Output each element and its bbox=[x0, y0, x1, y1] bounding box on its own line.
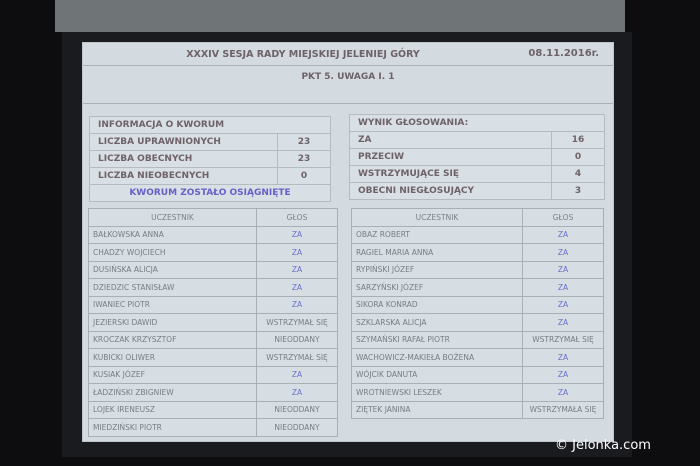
vote-value: ZA bbox=[522, 365, 604, 384]
participant-name: WROTNIEWSKI LESZEK bbox=[351, 383, 523, 402]
vote-value: ZA bbox=[522, 295, 604, 314]
voting-display: XXXIV SESJA RADY MIEJSKIEJ JELENIEJ GÓRY… bbox=[82, 42, 614, 442]
col-vote: GŁOS bbox=[256, 208, 338, 227]
table-row: OBAZ ROBERT ZA bbox=[351, 225, 604, 244]
participant-name: MIEDZIŃSKI PIOTR bbox=[88, 418, 257, 437]
table-row: IWANIEC PIOTR ZA bbox=[88, 295, 338, 314]
quorum-row: LICZBA NIEOBECNYCH 0 bbox=[90, 168, 330, 185]
vote-value: ZA bbox=[256, 243, 338, 262]
vote-value: NIEODDANY bbox=[256, 418, 338, 437]
table-row: SZKLARSKA ALICJA ZA bbox=[351, 313, 604, 332]
result-row: PRZECIW 0 bbox=[350, 149, 604, 166]
participant-name: SZYMAŃSKI RAFAŁ PIOTR bbox=[351, 330, 523, 349]
table-row: KUBICKI OLIWER WSTRZYMAŁ SIĘ bbox=[88, 348, 338, 367]
vote-value: ZA bbox=[256, 383, 338, 402]
vote-value: ZA bbox=[256, 365, 338, 384]
vote-value: WSTRZYMAŁA SIĘ bbox=[522, 400, 604, 419]
quorum-box: INFORMACJA O KWORUM LICZBA UPRAWNIONYCH 2… bbox=[89, 116, 331, 202]
participant-name: WÓJCIK DANUTA bbox=[351, 365, 523, 384]
quorum-row: LICZBA UPRAWNIONYCH 23 bbox=[90, 134, 330, 151]
votes-table-right: UCZESTNIK GŁOS OBAZ ROBERT ZA RAGIEL MARIA … bbox=[351, 208, 604, 419]
participant-name: SARZYŃSKI JÓZEF bbox=[351, 278, 523, 297]
participant-name: ZIĘTEK JANINA bbox=[351, 400, 523, 419]
top-band bbox=[55, 0, 625, 32]
participant-name: SZKLARSKA ALICJA bbox=[351, 313, 523, 332]
participant-name: JEZIERSKI DAWID bbox=[88, 313, 257, 332]
quorum-title: INFORMACJA O KWORUM bbox=[90, 117, 330, 134]
participant-name: CHADZY WOJCIECH bbox=[88, 243, 257, 262]
agenda-item: PKT 5. UWAGA I. 1 bbox=[83, 66, 613, 104]
participant-name: LOJEK IRENEUSZ bbox=[88, 400, 257, 419]
participant-name: SIKORA KONRAD bbox=[351, 295, 523, 314]
session-date: 08.11.2016r. bbox=[528, 48, 599, 59]
table-row: WÓJCIK DANUTA ZA bbox=[351, 365, 604, 384]
table-row: JEZIERSKI DAWID WSTRZYMAŁ SIĘ bbox=[88, 313, 338, 332]
vote-value: ZA bbox=[522, 383, 604, 402]
vote-value: WSTRZYMAŁ SIĘ bbox=[256, 348, 338, 367]
table-row: DZIEDZIC STANISŁAW ZA bbox=[88, 278, 338, 297]
quorum-status: KWORUM ZOSTAŁO OSIĄGNIĘTE bbox=[129, 188, 291, 198]
table-row: SZYMAŃSKI RAFAŁ PIOTR WSTRZYMAŁ SIĘ bbox=[351, 330, 604, 349]
result-title: WYNIK GŁOSOWANIA: bbox=[350, 115, 604, 132]
col-vote: GŁOS bbox=[522, 208, 604, 227]
vote-value: WSTRZYMAŁ SIĘ bbox=[522, 330, 604, 349]
vote-value: ZA bbox=[522, 260, 604, 279]
vote-value: ZA bbox=[256, 260, 338, 279]
vote-value: ZA bbox=[522, 278, 604, 297]
table-row: MIEDZIŃSKI PIOTR NIEODDANY bbox=[88, 418, 338, 437]
vote-value: NIEODDANY bbox=[256, 330, 338, 349]
participant-name: KUBICKI OLIWER bbox=[88, 348, 257, 367]
table-row: CHADZY WOJCIECH ZA bbox=[88, 243, 338, 262]
participant-name: ŁADZIŃSKI ZBIGNIEW bbox=[88, 383, 257, 402]
vote-value: ZA bbox=[522, 313, 604, 332]
table-row: BAŁKOWSKA ANNA ZA bbox=[88, 225, 338, 244]
votes-table-left: UCZESTNIK GŁOS BAŁKOWSKA ANNA ZA CHADZY WOJ… bbox=[88, 208, 338, 437]
table-row: KROCZAK KRZYSZTOF NIEODDANY bbox=[88, 330, 338, 349]
participant-name: KUSIAK JÓZEF bbox=[88, 365, 257, 384]
col-participant: UCZESTNIK bbox=[88, 208, 257, 227]
result-row: OBECNI NIEGŁOSUJĄCY 3 bbox=[350, 183, 604, 199]
table-row: LOJEK IRENEUSZ NIEODDANY bbox=[88, 400, 338, 419]
result-row: WSTRZYMUJĄCE SIĘ 4 bbox=[350, 166, 604, 183]
participant-name: IWANIEC PIOTR bbox=[88, 295, 257, 314]
participant-name: DUSIŃSKA ALICJA bbox=[88, 260, 257, 279]
vote-value: ZA bbox=[256, 278, 338, 297]
result-box: WYNIK GŁOSOWANIA: ZA 16 PRZECIW 0 WSTRZYMU… bbox=[349, 114, 605, 200]
vote-value: ZA bbox=[522, 348, 604, 367]
table-row: WACHOWICZ-MAKIEŁA BOŻENA ZA bbox=[351, 348, 604, 367]
participant-name: KROCZAK KRZYSZTOF bbox=[88, 330, 257, 349]
watermark: © Jelonka.com bbox=[555, 438, 651, 453]
participant-name: OBAZ ROBERT bbox=[351, 225, 523, 244]
table-row: WROTNIEWSKI LESZEK ZA bbox=[351, 383, 604, 402]
vote-value: ZA bbox=[256, 225, 338, 244]
participant-name: BAŁKOWSKA ANNA bbox=[88, 225, 257, 244]
participant-name: RAGIEL MARIA ANNA bbox=[351, 243, 523, 262]
table-row: SIKORA KONRAD ZA bbox=[351, 295, 604, 314]
participant-name: RYPIŃSKI JÓZEF bbox=[351, 260, 523, 279]
participant-name: WACHOWICZ-MAKIEŁA BOŻENA bbox=[351, 348, 523, 367]
table-row: KUSIAK JÓZEF ZA bbox=[88, 365, 338, 384]
header: XXXIV SESJA RADY MIEJSKIEJ JELENIEJ GÓRY… bbox=[83, 43, 613, 66]
table-row: RYPIŃSKI JÓZEF ZA bbox=[351, 260, 604, 279]
table-row: ZIĘTEK JANINA WSTRZYMAŁA SIĘ bbox=[351, 400, 604, 419]
result-row: ZA 16 bbox=[350, 132, 604, 149]
table-row: DUSIŃSKA ALICJA ZA bbox=[88, 260, 338, 279]
vote-value: ZA bbox=[522, 243, 604, 262]
vote-value: NIEODDANY bbox=[256, 400, 338, 419]
col-participant: UCZESTNIK bbox=[351, 208, 523, 227]
quorum-row: LICZBA OBECNYCH 23 bbox=[90, 151, 330, 168]
session-title: XXXIV SESJA RADY MIEJSKIEJ JELENIEJ GÓRY bbox=[186, 49, 420, 60]
table-row: ŁADZIŃSKI ZBIGNIEW ZA bbox=[88, 383, 338, 402]
table-row: SARZYŃSKI JÓZEF ZA bbox=[351, 278, 604, 297]
vote-value: WSTRZYMAŁ SIĘ bbox=[256, 313, 338, 332]
table-row: RAGIEL MARIA ANNA ZA bbox=[351, 243, 604, 262]
vote-value: ZA bbox=[256, 295, 338, 314]
participant-name: DZIEDZIC STANISŁAW bbox=[88, 278, 257, 297]
vote-value: ZA bbox=[522, 225, 604, 244]
